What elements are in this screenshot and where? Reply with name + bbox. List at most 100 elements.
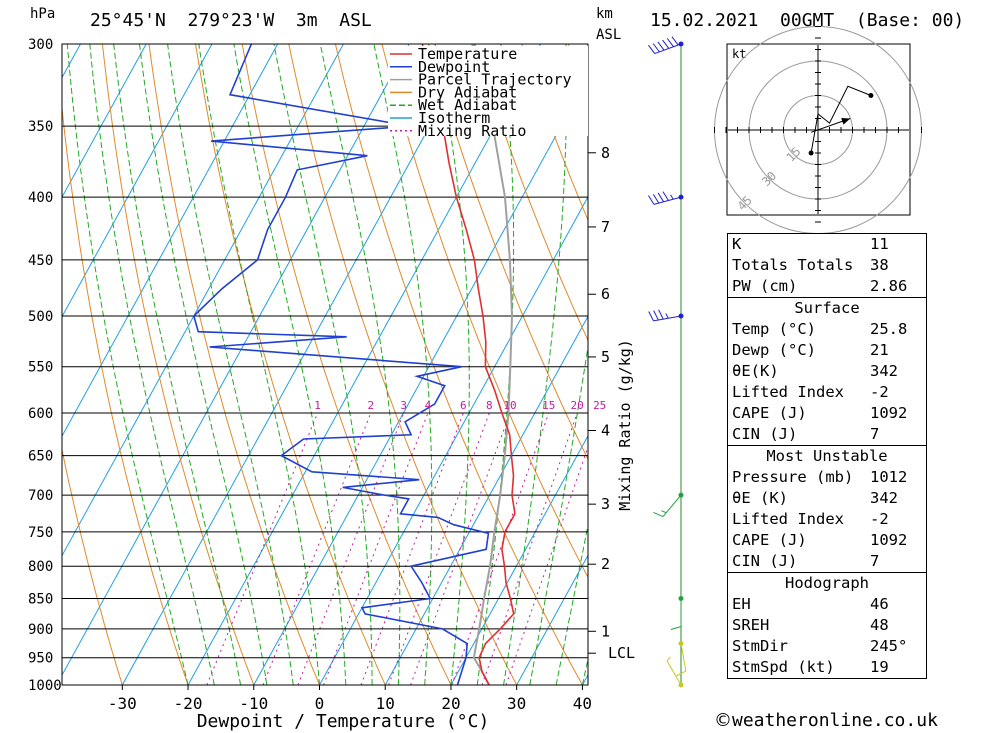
dry-adiabat-line (241, 44, 452, 685)
section-most-unstable: Most Unstable (727, 445, 927, 467)
stat-row: Pressure (mb) 1012 (728, 467, 927, 488)
pressure-tick-label: 550 (28, 360, 53, 376)
wind-barb-flag (676, 670, 687, 677)
pressure-tick-label: 850 (28, 591, 53, 607)
mixing-ratio-line (206, 412, 319, 685)
stat-label: CAPE (J) (732, 531, 807, 549)
wet-adiabat-line (503, 44, 568, 685)
x-tick-label: 30 (507, 694, 526, 713)
wet-adiabat-line (373, 44, 433, 685)
wind-barb-shaft (662, 494, 682, 517)
stat-value: 245° (870, 637, 908, 655)
wind-barb-flag (652, 193, 660, 204)
wet-adiabat-line (273, 44, 373, 685)
x-tick-label: -10 (239, 694, 268, 713)
stat-label: EH (732, 595, 751, 613)
isotherm-line (450, 434, 588, 685)
stat-label: SREH (732, 616, 770, 634)
hodograph-unit-label: kt (732, 47, 746, 61)
wind-barb-shaft (680, 643, 687, 672)
isotherm-line (516, 554, 588, 685)
legend-label: Wet Adiabat (418, 96, 517, 114)
dry-adiabat-line (941, 44, 1000, 685)
stat-label: StmSpd (kt) (732, 658, 835, 676)
dry-adiabat-line (474, 44, 588, 342)
site-link[interactable]: weatheronline.co.uk (732, 710, 938, 731)
stat-row: Temp (°C) 25.8 (728, 319, 927, 340)
mixing-ratio-line (262, 412, 372, 685)
isotherm-line (121, 44, 476, 685)
section-hodograph: Hodograph (727, 572, 927, 594)
stat-value: 7 (870, 552, 880, 570)
parcel-trajectory-line (471, 44, 514, 685)
legend-label: Dry Adiabat (418, 83, 517, 101)
stat-value: 2.86 (870, 277, 908, 295)
pressure-tick-label: 750 (28, 525, 53, 541)
wind-barb-flag (653, 310, 659, 321)
stat-label: StmDir (732, 637, 788, 655)
stat-value: 1092 (870, 404, 908, 422)
wind-barb-flag (653, 511, 664, 518)
stat-row: θE(K) 342 (728, 361, 927, 382)
section-surface: Surface (727, 297, 927, 319)
dry-adiabat-line (428, 44, 588, 461)
wind-barb-shaft (666, 660, 682, 686)
stat-value: 25.8 (870, 320, 908, 338)
mixing-ratio-label: 25 (593, 399, 606, 412)
km-tick-label: 2 (601, 555, 610, 573)
mixing-ratio-line (297, 412, 405, 685)
stat-label: θE (K) (732, 489, 788, 507)
mixing-ratio-label: 1 (314, 399, 321, 412)
isotherm-line (62, 44, 213, 318)
axes (61, 43, 596, 690)
isotherm-line (62, 44, 410, 677)
axis-labels: 1 2 3 4 6 8 10 15 20 2530035040045050055060065070… (28, 37, 635, 732)
wind-barb-flag (657, 192, 665, 203)
stat-value: 19 (870, 658, 889, 676)
stat-row: Lifted Index -2 (728, 509, 927, 530)
temperature-line (421, 44, 516, 685)
lcl-label: LCL (608, 644, 635, 662)
pressure-tick-label: 650 (28, 449, 53, 465)
wind-barb-flag (648, 44, 656, 54)
section-title: Surface (727, 297, 927, 319)
wind-barb-flag (671, 36, 679, 46)
stat-label: Dewp (°C) (732, 341, 816, 359)
stat-row: CAPE (J) 1092 (728, 403, 927, 424)
x-tick-label: 20 (441, 694, 460, 713)
mixing-ratio-label: 8 (486, 399, 493, 412)
wet-adiabat-line (89, 44, 215, 685)
pressure-tick-label: 500 (28, 309, 53, 325)
dry-adiabat-line (988, 44, 1000, 685)
wet-adiabat-line (198, 44, 320, 685)
mixing-ratio-line (323, 412, 429, 685)
stat-label: CIN (J) (732, 425, 798, 443)
legend-label: Dewpoint (418, 58, 490, 76)
wind-barb-flag (670, 625, 682, 630)
stat-label: CIN (J) (732, 552, 798, 570)
x-tick-label: -30 (108, 694, 137, 713)
legend-label: Mixing Ratio (418, 122, 526, 140)
mixing-ratio-line (481, 412, 578, 685)
wind-barb-flag (652, 43, 660, 53)
stat-value: 48 (870, 616, 889, 634)
mixing-ratio-line (451, 412, 550, 685)
mixing-ratio-label: 20 (571, 399, 584, 412)
hodograph-start-dot (808, 150, 814, 156)
x-tick-label: 10 (376, 694, 395, 713)
mixing-ratio-label: 4 (425, 399, 432, 412)
section-title: Hodograph (727, 572, 927, 594)
km-tick-label: 1 (601, 622, 610, 640)
legend-label: Parcel Trajectory (418, 71, 572, 89)
pressure-tick-label: 400 (28, 190, 53, 206)
legend-label: Temperature (418, 45, 517, 63)
stat-value: 21 (870, 341, 889, 359)
pressure-tick-label: 300 (28, 37, 53, 53)
wind-profile (648, 36, 687, 688)
mixing-ratio-label: 2 (367, 399, 374, 412)
stat-value: -2 (870, 383, 889, 401)
dry-adiabat-line (62, 104, 189, 685)
